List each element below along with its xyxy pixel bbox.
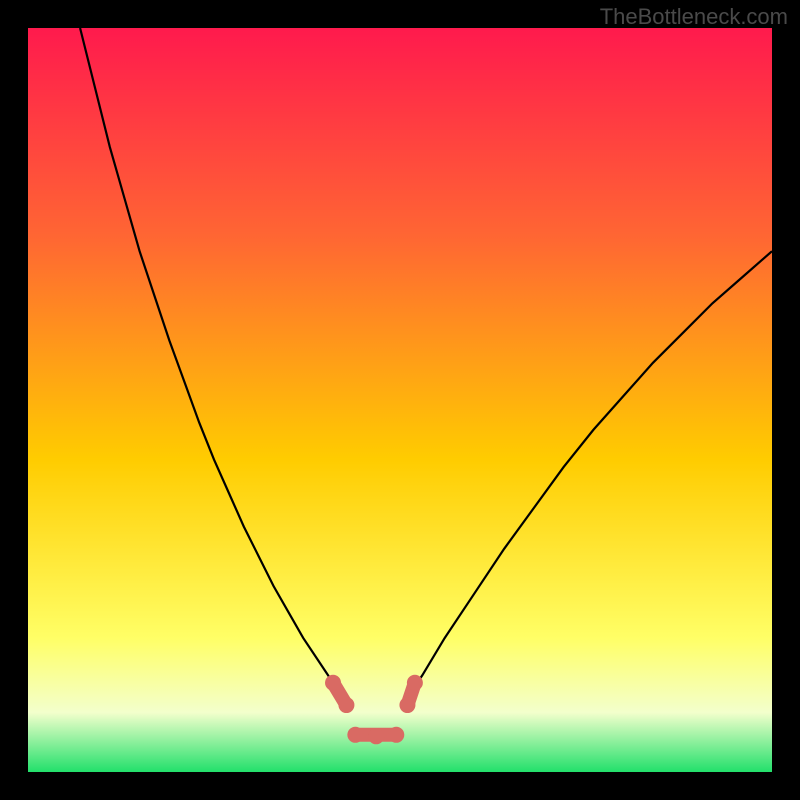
marker-dot — [388, 727, 404, 743]
marker-dot — [338, 697, 354, 713]
marker-dot — [407, 675, 423, 691]
marker-dot — [368, 728, 384, 744]
marker-dot — [399, 697, 415, 713]
plot-area — [28, 28, 772, 772]
marker-dot — [347, 727, 363, 743]
highlight-marker — [325, 675, 423, 745]
bottleneck-curve-left — [80, 28, 344, 698]
curve-layer — [28, 28, 772, 772]
bottleneck-curve-right — [407, 251, 772, 697]
chart-frame: TheBottleneck.com — [0, 0, 800, 800]
watermark-text: TheBottleneck.com — [600, 4, 788, 30]
marker-dot — [325, 675, 341, 691]
